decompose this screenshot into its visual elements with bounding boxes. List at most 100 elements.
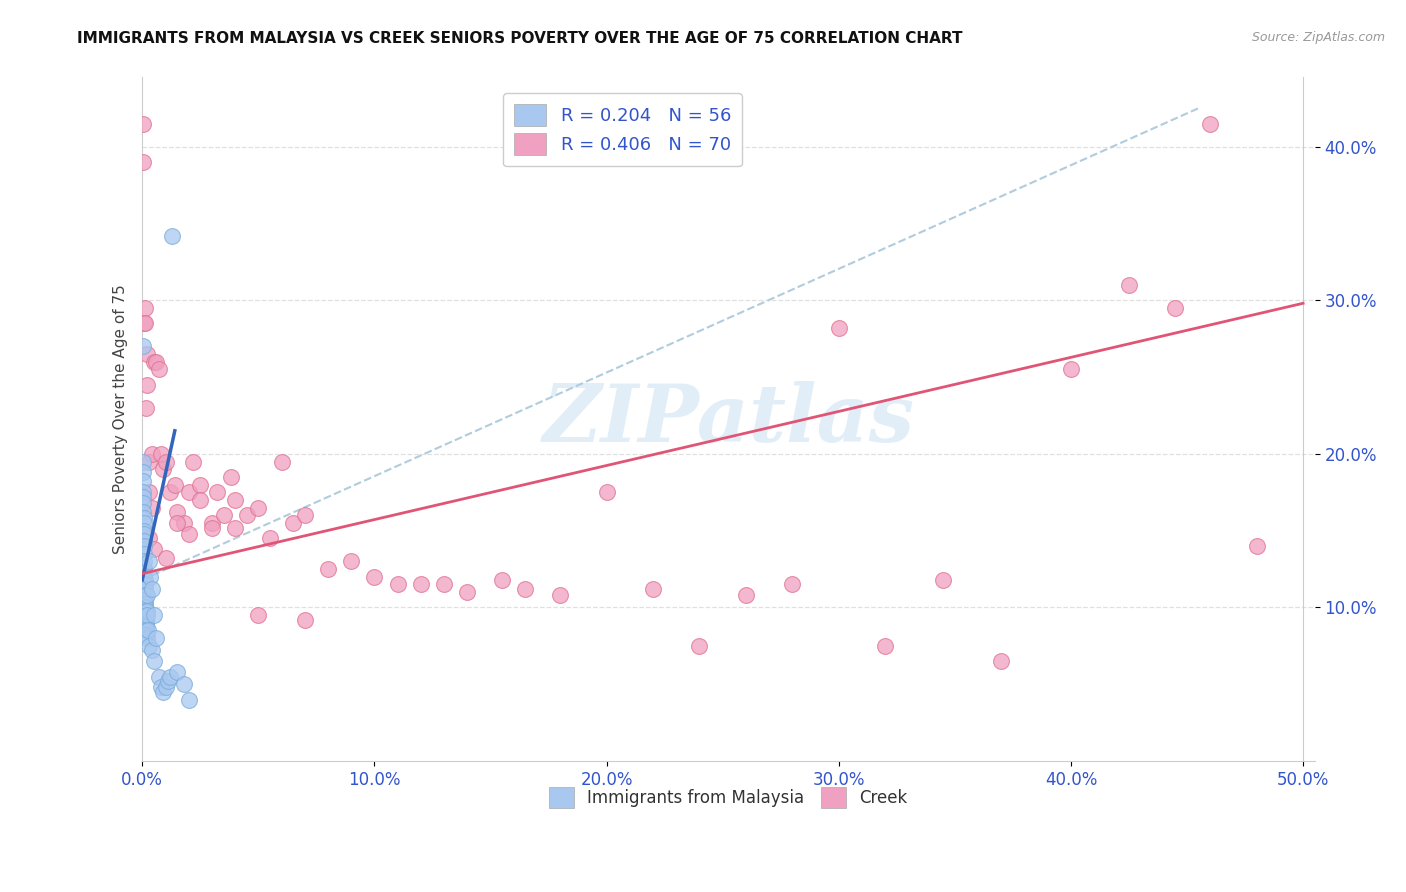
Point (136, 347, 159, 361)
Point (155, 551, 177, 566)
Point (132, 534, 155, 549)
Point (152, 462, 174, 476)
Point (1164, 301, 1187, 315)
Point (515, 582, 537, 596)
Point (134, 316, 156, 330)
Legend: Immigrants from Malaysia, Creek: Immigrants from Malaysia, Creek (543, 780, 914, 814)
Point (135, 628, 157, 642)
Point (177, 692, 200, 706)
Point (932, 573, 955, 587)
Text: IMMIGRANTS FROM MALAYSIA VS CREEK SENIORS POVERTY OVER THE AGE OF 75 CORRELATION: IMMIGRANTS FROM MALAYSIA VS CREEK SENIOR… (77, 31, 963, 46)
Point (134, 301, 156, 315)
Point (134, 573, 156, 587)
Point (163, 477, 186, 491)
Point (136, 603, 159, 617)
Point (177, 485, 200, 500)
Point (134, 554, 156, 568)
Point (134, 588, 156, 602)
Point (142, 354, 165, 368)
Point (177, 526, 200, 541)
Point (173, 677, 195, 691)
Point (132, 475, 155, 489)
Point (1246, 539, 1268, 553)
Point (155, 454, 177, 468)
Point (828, 321, 851, 335)
Point (141, 643, 163, 657)
Point (387, 577, 409, 591)
Point (316, 562, 339, 576)
Point (132, 339, 155, 353)
Point (149, 447, 172, 461)
Point (247, 500, 270, 515)
Point (141, 500, 163, 515)
Point (132, 511, 155, 525)
Point (236, 508, 259, 523)
Point (294, 613, 316, 627)
Point (875, 639, 897, 653)
Point (735, 588, 758, 602)
Point (340, 554, 363, 568)
Point (142, 608, 165, 623)
Point (159, 670, 181, 684)
Point (134, 560, 156, 574)
Point (456, 585, 478, 599)
Point (149, 681, 172, 695)
Point (138, 531, 160, 545)
Point (201, 520, 224, 534)
Point (219, 470, 242, 484)
Point (138, 454, 160, 468)
Point (132, 524, 155, 538)
Point (173, 516, 195, 530)
Point (134, 603, 156, 617)
Point (132, 539, 155, 553)
Point (156, 674, 179, 689)
Point (132, 116, 155, 130)
Point (132, 155, 155, 169)
Point (138, 554, 160, 568)
Point (990, 654, 1012, 668)
Point (689, 639, 711, 653)
Point (134, 570, 156, 584)
Point (595, 485, 617, 500)
Point (135, 615, 157, 630)
Point (136, 377, 159, 392)
Point (1199, 116, 1222, 130)
Point (148, 362, 170, 376)
Point (782, 577, 804, 591)
Point (159, 485, 181, 500)
Point (259, 531, 281, 545)
Point (270, 454, 292, 468)
Point (134, 592, 156, 607)
Y-axis label: Seniors Poverty Over the Age of 75: Seniors Poverty Over the Age of 75 (114, 285, 128, 554)
Point (188, 477, 211, 491)
Point (141, 582, 163, 596)
Point (136, 631, 159, 645)
Point (135, 401, 157, 415)
Point (132, 454, 155, 468)
Point (132, 465, 155, 479)
Point (188, 492, 211, 507)
Point (141, 447, 163, 461)
Point (145, 354, 167, 368)
Point (201, 516, 224, 530)
Point (491, 573, 513, 587)
Point (433, 577, 456, 591)
Point (152, 685, 174, 699)
Point (166, 505, 188, 519)
Point (294, 508, 316, 523)
Point (166, 665, 188, 679)
Point (136, 608, 159, 623)
Point (134, 547, 156, 561)
Point (135, 613, 157, 627)
Point (135, 619, 157, 633)
Point (247, 608, 270, 623)
Point (132, 505, 155, 519)
Point (205, 485, 228, 500)
Point (134, 577, 156, 591)
Text: Source: ZipAtlas.com: Source: ZipAtlas.com (1251, 31, 1385, 45)
Point (224, 492, 246, 507)
Point (283, 516, 305, 530)
Point (142, 654, 165, 668)
Point (136, 624, 159, 638)
Point (134, 565, 156, 579)
